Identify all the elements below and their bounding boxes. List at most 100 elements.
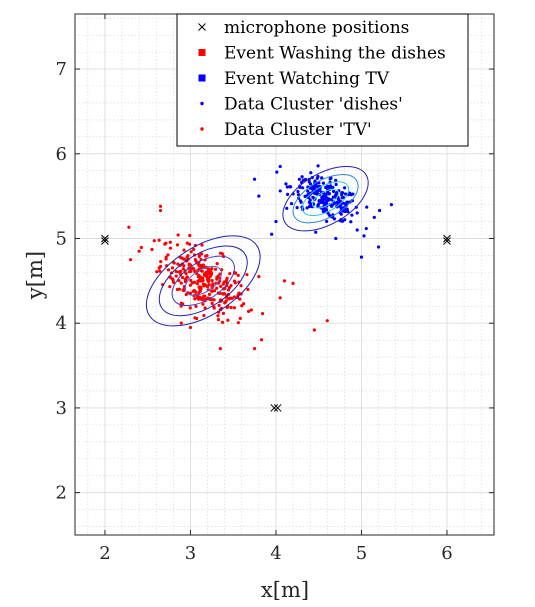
cluster-point-red xyxy=(168,246,173,250)
cluster-point-red xyxy=(197,273,201,278)
cluster-point-blue xyxy=(343,209,347,214)
cluster-point-red xyxy=(205,254,209,258)
cluster-point-blue xyxy=(334,178,338,182)
cluster-point-blue xyxy=(334,191,338,195)
data-points xyxy=(127,164,393,351)
cluster-point-red xyxy=(221,311,226,315)
cluster-point-red xyxy=(232,306,237,310)
x-tick-label: 5 xyxy=(356,543,367,564)
cluster-point-red xyxy=(139,245,143,250)
contour-ellipse-blue xyxy=(301,181,350,217)
cluster-point-blue xyxy=(297,177,301,181)
cluster-point-blue xyxy=(278,164,282,169)
legend-item: Data Cluster 'TV' xyxy=(200,120,372,140)
legend-item: microphone positions xyxy=(198,18,409,38)
cluster-point-red xyxy=(200,252,204,256)
y-axis-label: y[m] xyxy=(23,251,47,300)
axis-ticks: 2 3 4 5 6 2 3 4 5 6 7 xyxy=(56,14,494,564)
cluster-point-blue xyxy=(278,189,282,193)
cluster-point-red xyxy=(193,316,197,320)
cluster-point-blue xyxy=(340,191,344,195)
cluster-point-red xyxy=(232,279,237,283)
cluster-point-blue xyxy=(305,206,309,210)
cluster-point-red xyxy=(155,270,159,274)
cluster-point-red xyxy=(220,320,225,325)
cluster-point-red xyxy=(259,338,264,342)
legend-box xyxy=(176,13,469,147)
cluster-point-red xyxy=(182,248,186,252)
legend-marker xyxy=(198,74,206,82)
cluster-point-blue xyxy=(299,200,303,204)
cluster-point-blue xyxy=(331,189,336,194)
cluster-point-red xyxy=(158,264,163,268)
cluster-point-red xyxy=(260,311,265,316)
cluster-point-blue xyxy=(309,171,313,175)
cluster-point-red xyxy=(205,276,210,281)
cluster-point-red xyxy=(200,269,204,273)
cluster-point-red xyxy=(177,287,181,291)
cluster-point-blue xyxy=(295,206,299,210)
cluster-point-red xyxy=(210,278,214,283)
legend-label: Data Cluster 'TV' xyxy=(224,120,372,140)
cluster-point-red xyxy=(249,308,253,312)
cluster-point-red xyxy=(199,275,203,279)
microphone-marker xyxy=(101,237,109,245)
cluster-point-blue xyxy=(343,192,348,196)
cluster-point-blue xyxy=(334,182,338,187)
cluster-point-blue xyxy=(316,164,320,168)
cluster-point-red xyxy=(222,292,227,296)
cluster-point-red xyxy=(220,252,225,256)
cluster-point-red xyxy=(230,296,234,300)
x-tick-label: 6 xyxy=(441,543,452,564)
x-tick-label: 2 xyxy=(99,543,110,564)
cluster-point-red xyxy=(170,277,175,281)
cluster-point-red xyxy=(227,285,232,290)
legend-marker xyxy=(200,127,204,131)
cluster-point-red xyxy=(192,280,197,284)
cluster-point-blue xyxy=(324,207,329,212)
cluster-point-red xyxy=(257,275,261,279)
cluster-point-red xyxy=(201,278,205,283)
cluster-point-blue xyxy=(377,208,382,213)
microphone-marker xyxy=(101,234,109,243)
cluster-point-blue xyxy=(329,198,333,202)
cluster-point-red xyxy=(158,269,162,273)
cluster-point-red xyxy=(238,297,242,301)
cluster-point-red xyxy=(224,279,228,283)
cluster-point-blue xyxy=(319,200,323,204)
cluster-point-red xyxy=(218,347,222,351)
cluster-point-red xyxy=(197,291,201,295)
cluster-point-red xyxy=(245,273,249,277)
cluster-point-red xyxy=(137,249,141,253)
cluster-point-red xyxy=(179,321,183,325)
cluster-point-blue xyxy=(323,192,328,197)
cluster-point-red xyxy=(212,298,216,302)
cluster-point-red xyxy=(207,283,211,287)
cluster-point-red xyxy=(175,243,180,247)
cluster-point-red xyxy=(166,253,170,257)
cluster-point-blue xyxy=(286,192,290,196)
cluster-point-red xyxy=(192,247,196,252)
cluster-point-red xyxy=(236,273,240,277)
cluster-point-red xyxy=(202,313,206,318)
cluster-point-blue xyxy=(274,219,278,224)
cluster-point-blue xyxy=(362,234,366,238)
cluster-point-red xyxy=(226,288,231,292)
cluster-point-red xyxy=(168,240,172,244)
cluster-point-red xyxy=(172,261,176,265)
cluster-point-blue xyxy=(339,212,343,216)
cluster-point-red xyxy=(187,270,192,274)
contour-ellipse-blue xyxy=(312,188,340,209)
cluster-point-red xyxy=(193,297,197,301)
x-axis-label: x[m] xyxy=(261,578,309,602)
cluster-point-red xyxy=(189,250,193,254)
contour-ellipse-red xyxy=(171,255,235,307)
contour-ellipse-red xyxy=(145,235,261,327)
legend-label: Event Washing the dishes xyxy=(224,44,446,64)
cluster-point-red xyxy=(182,288,186,293)
cluster-point-red xyxy=(216,314,220,318)
cluster-point-red xyxy=(252,347,257,351)
cluster-point-blue xyxy=(316,204,320,208)
cluster-point-red xyxy=(312,328,317,332)
cluster-point-blue xyxy=(307,180,311,184)
